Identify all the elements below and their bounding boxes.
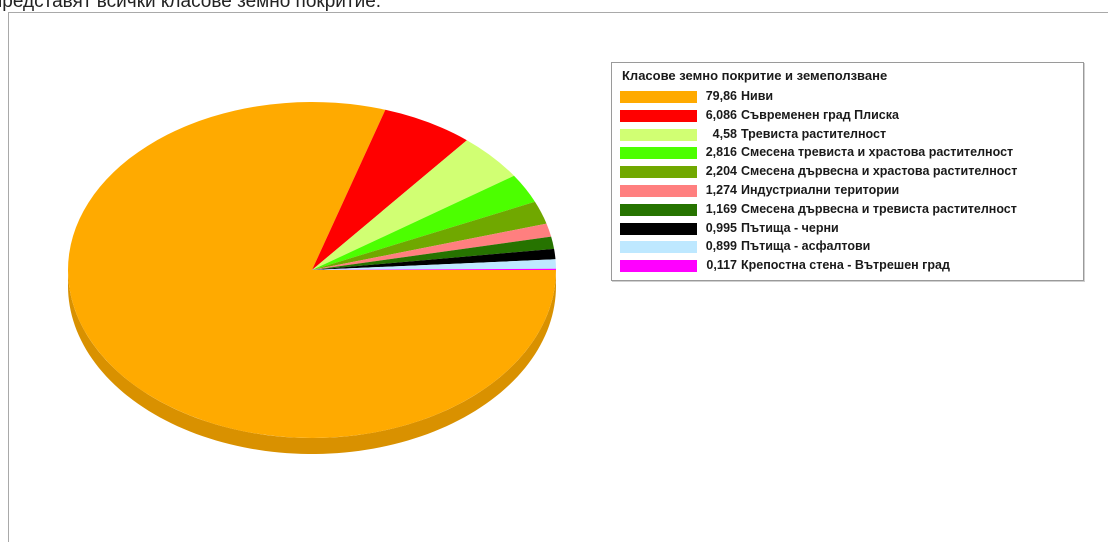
legend-value: 0,117 xyxy=(706,258,737,273)
pie-slice xyxy=(312,223,552,270)
legend-label: Пътища - черни xyxy=(741,220,839,235)
legend-label: Смесена тревиста и храстова растителност xyxy=(741,145,1014,160)
legend-swatch xyxy=(620,222,697,235)
legend-value: 1,274 xyxy=(705,182,737,197)
legend-value: 0,899 xyxy=(705,239,737,254)
legend-label: Крепостна стена - Вътрешен град xyxy=(741,258,950,273)
pie-slice xyxy=(312,175,535,270)
legend-label: Смесена дървесна и тревиста растителност xyxy=(741,201,1017,216)
pie-top xyxy=(67,102,557,439)
legend-swatch xyxy=(620,147,697,160)
legend-swatch xyxy=(620,128,697,141)
pie-slice xyxy=(312,248,556,270)
pie-slice xyxy=(312,109,467,270)
pie-slice xyxy=(312,259,556,270)
pie-slice xyxy=(312,236,555,270)
legend-title: Класове земно покритие и земеползване xyxy=(622,68,888,83)
legend-swatch xyxy=(620,166,697,179)
pie-slice xyxy=(312,140,515,270)
legend-swatch xyxy=(620,203,697,216)
legend-label: Индустриални територии xyxy=(741,182,900,197)
pie-slice xyxy=(312,201,547,270)
legend-swatch xyxy=(620,91,697,103)
legend-value: 6,086 xyxy=(705,107,737,122)
legend-label: Смесена дървесна и храстова растителност xyxy=(741,164,1018,179)
legend-swatch xyxy=(620,109,697,122)
legend-swatch xyxy=(620,260,697,273)
legend: Класове земно покритие и земеползване 79… xyxy=(611,62,1084,281)
legend-label: Съвременен град Плиска xyxy=(741,107,899,122)
legend-value: 79,86 xyxy=(705,89,737,103)
legend-label: Ниви xyxy=(741,89,774,103)
legend-value: 2,204 xyxy=(705,164,737,179)
legend-value: 2,816 xyxy=(705,145,737,160)
legend-swatch xyxy=(620,184,697,197)
pie-slice xyxy=(312,268,556,270)
legend-value: 1,169 xyxy=(705,201,737,216)
caption-text: представят всички класове земно покритие… xyxy=(0,0,382,12)
legend-value: 4,58 xyxy=(712,126,737,141)
legend-swatch xyxy=(620,241,697,254)
pie-slice xyxy=(67,102,557,439)
legend-label: Пътища - асфалтови xyxy=(741,239,871,254)
legend-label: Тревиста растителност xyxy=(741,126,887,141)
legend-value: 0,995 xyxy=(705,220,737,235)
